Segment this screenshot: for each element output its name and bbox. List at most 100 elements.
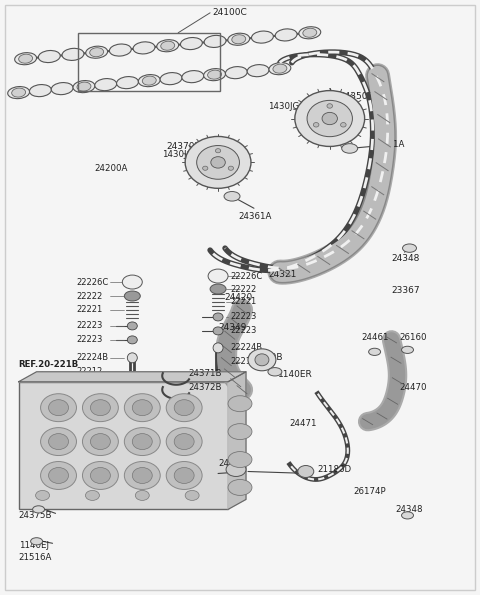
Bar [78, 33, 220, 90]
Ellipse shape [127, 336, 137, 344]
Ellipse shape [132, 434, 152, 450]
Ellipse shape [273, 64, 287, 73]
Text: 24471: 24471 [290, 419, 317, 428]
Ellipse shape [124, 291, 140, 301]
Ellipse shape [133, 42, 155, 54]
Ellipse shape [90, 48, 104, 57]
Ellipse shape [86, 46, 108, 58]
Ellipse shape [122, 275, 142, 289]
Ellipse shape [83, 394, 119, 422]
Ellipse shape [213, 327, 223, 335]
Ellipse shape [90, 434, 110, 450]
Ellipse shape [41, 394, 76, 422]
Text: 22224B: 22224B [230, 343, 262, 352]
Ellipse shape [228, 33, 250, 45]
Ellipse shape [298, 465, 314, 477]
Ellipse shape [213, 343, 223, 353]
Text: 24349: 24349 [218, 324, 246, 333]
Ellipse shape [403, 244, 417, 252]
Ellipse shape [307, 101, 352, 137]
Ellipse shape [48, 468, 69, 484]
Ellipse shape [303, 28, 317, 37]
Ellipse shape [135, 490, 149, 500]
Ellipse shape [174, 400, 194, 416]
Ellipse shape [226, 462, 246, 477]
Ellipse shape [8, 86, 30, 99]
Ellipse shape [124, 394, 160, 422]
Text: 24321: 24321 [268, 270, 296, 278]
Ellipse shape [255, 354, 269, 366]
Ellipse shape [228, 480, 252, 496]
Ellipse shape [127, 353, 137, 363]
Ellipse shape [216, 149, 221, 153]
Text: 22221: 22221 [230, 298, 256, 306]
Text: 1140ER: 1140ER [278, 370, 312, 379]
Text: 22223: 22223 [230, 312, 256, 321]
Ellipse shape [340, 123, 346, 127]
Ellipse shape [166, 462, 202, 490]
Ellipse shape [213, 313, 223, 321]
Ellipse shape [117, 77, 138, 89]
Ellipse shape [210, 284, 226, 294]
Text: 22226C: 22226C [230, 271, 262, 281]
Ellipse shape [73, 80, 95, 93]
Text: 24200A: 24200A [95, 164, 128, 173]
Ellipse shape [182, 71, 204, 83]
Ellipse shape [295, 90, 365, 146]
Ellipse shape [48, 434, 69, 450]
Ellipse shape [211, 156, 225, 168]
Ellipse shape [275, 29, 297, 41]
Ellipse shape [95, 79, 117, 90]
Ellipse shape [204, 35, 226, 48]
Ellipse shape [180, 37, 203, 49]
Ellipse shape [248, 349, 276, 371]
Ellipse shape [299, 27, 321, 39]
Text: 22222: 22222 [76, 292, 103, 300]
Ellipse shape [77, 82, 91, 91]
Ellipse shape [90, 468, 110, 484]
Text: 21186D: 21186D [318, 465, 352, 474]
Ellipse shape [232, 35, 246, 44]
Text: 22212: 22212 [76, 367, 103, 376]
Polygon shape [228, 372, 246, 509]
Text: 22211: 22211 [230, 358, 256, 367]
Ellipse shape [402, 512, 413, 519]
Ellipse shape [224, 192, 240, 201]
Ellipse shape [83, 462, 119, 490]
Ellipse shape [124, 428, 160, 456]
Ellipse shape [160, 73, 182, 84]
Ellipse shape [19, 54, 33, 63]
Text: 24361A: 24361A [238, 212, 271, 221]
Ellipse shape [269, 62, 291, 75]
Ellipse shape [322, 112, 337, 125]
Ellipse shape [203, 166, 208, 170]
Text: 1140EJ: 1140EJ [19, 541, 48, 550]
Text: 22223: 22223 [76, 336, 103, 345]
Ellipse shape [31, 538, 43, 545]
Text: 23367: 23367 [392, 286, 420, 295]
Text: 24348: 24348 [392, 253, 420, 262]
Text: 1430JG: 1430JG [162, 150, 193, 159]
Text: 24410B: 24410B [248, 353, 282, 362]
Ellipse shape [313, 123, 319, 127]
Ellipse shape [142, 76, 156, 85]
Ellipse shape [109, 44, 132, 56]
Ellipse shape [228, 452, 252, 468]
Text: 24355F: 24355F [218, 459, 251, 468]
Ellipse shape [127, 322, 137, 330]
Ellipse shape [208, 269, 228, 283]
Text: 24371B: 24371B [188, 369, 222, 378]
Ellipse shape [62, 48, 84, 61]
Ellipse shape [185, 136, 251, 188]
Ellipse shape [369, 348, 381, 355]
Ellipse shape [197, 146, 240, 179]
Text: 22226C: 22226C [76, 277, 109, 287]
Ellipse shape [132, 400, 152, 416]
Ellipse shape [83, 428, 119, 456]
Text: 24350D: 24350D [340, 92, 375, 101]
Text: 22223: 22223 [76, 321, 103, 330]
Ellipse shape [38, 51, 60, 62]
Ellipse shape [15, 52, 36, 65]
Ellipse shape [48, 400, 69, 416]
Ellipse shape [342, 143, 358, 154]
